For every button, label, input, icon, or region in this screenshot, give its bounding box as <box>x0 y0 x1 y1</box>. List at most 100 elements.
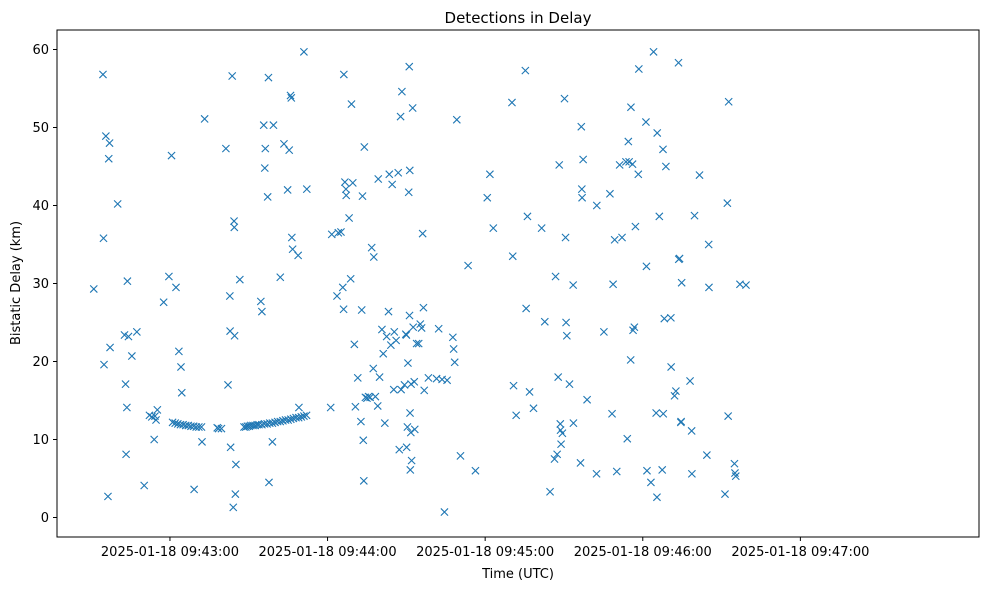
detection-marker <box>631 222 640 231</box>
detection-marker <box>576 458 585 467</box>
x-axis-label: Time (UTC) <box>481 567 554 582</box>
detection-marker <box>299 412 308 421</box>
detection-marker <box>641 118 650 127</box>
detection-marker <box>523 212 532 221</box>
y-tick-label: 0 <box>41 511 49 526</box>
detection-marker <box>489 224 498 233</box>
detection-marker <box>687 469 696 478</box>
detection-marker <box>448 333 457 342</box>
detection-marker <box>375 373 384 382</box>
detection-marker <box>578 193 587 202</box>
detection-marker <box>723 199 732 208</box>
detection-marker <box>152 416 161 424</box>
detection-marker <box>200 114 209 123</box>
detection-marker <box>419 303 428 312</box>
detection-marker <box>400 380 409 389</box>
detection-marker <box>405 311 414 320</box>
detection-marker <box>389 385 398 394</box>
detection-marker <box>507 98 516 107</box>
detection-marker <box>150 435 159 444</box>
y-tick-label: 10 <box>32 433 49 448</box>
x-tick-label: 2025-01-18 09:44:00 <box>259 545 397 560</box>
detection-marker <box>537 224 546 233</box>
y-tick-label: 50 <box>32 121 49 136</box>
detection-marker <box>653 128 662 137</box>
detection-marker <box>350 340 359 349</box>
detection-marker <box>646 478 655 487</box>
detection-marker <box>730 469 739 478</box>
detection-marker <box>285 146 294 155</box>
detection-marker <box>569 281 578 290</box>
detection-marker <box>345 213 354 222</box>
detection-marker <box>409 323 418 332</box>
detection-marker <box>642 466 651 475</box>
detection-marker <box>276 273 285 282</box>
detection-marker <box>731 472 740 481</box>
detection-marker <box>483 193 492 202</box>
detection-marker <box>256 297 265 306</box>
detection-marker <box>89 284 98 293</box>
detection-marker <box>124 332 133 341</box>
detection-marker <box>373 401 382 410</box>
detection-marker <box>99 234 108 243</box>
detection-marker <box>450 358 459 367</box>
y-tick-label: 30 <box>32 277 49 292</box>
detection-marker <box>525 387 534 396</box>
detection-marker <box>177 388 186 397</box>
detection-marker <box>229 503 238 512</box>
detection-marker <box>577 185 586 194</box>
detection-marker <box>100 360 109 369</box>
detection-marker <box>264 478 273 487</box>
detection-marker <box>599 327 608 336</box>
detection-marker <box>546 487 555 496</box>
detection-marker <box>674 58 683 67</box>
detection-marker <box>371 392 380 401</box>
detection-marker <box>226 443 235 452</box>
detection-marker <box>231 490 240 499</box>
detection-marker <box>284 416 293 424</box>
detection-marker <box>556 419 565 428</box>
detection-marker <box>176 362 185 371</box>
detection-marker <box>268 437 277 446</box>
detection-marker <box>230 331 239 340</box>
detection-marker <box>113 199 122 208</box>
y-axis: 0 10 20 30 40 50 60 <box>32 43 57 526</box>
detection-marker <box>658 465 667 474</box>
detection-marker <box>230 217 239 226</box>
detection-marker <box>553 450 562 459</box>
detection-marker <box>269 121 278 130</box>
plot-area <box>56 29 980 538</box>
detection-marker <box>405 62 414 71</box>
detection-marker <box>369 252 378 261</box>
detection-marker <box>106 343 115 352</box>
detection-marker <box>634 65 643 73</box>
chart-title: Detections in Delay <box>445 9 592 27</box>
detection-marker <box>440 508 449 517</box>
detection-marker <box>369 364 378 373</box>
detection-marker <box>690 211 699 220</box>
detection-marker <box>540 317 549 326</box>
detection-marker <box>730 459 739 468</box>
detection-marker <box>408 104 417 112</box>
detection-marker <box>554 373 563 382</box>
detection-marker <box>661 162 670 171</box>
detection-marker <box>605 189 614 198</box>
detection-marker <box>217 424 226 433</box>
detection-marker <box>550 455 559 463</box>
detection-marker <box>326 403 335 412</box>
detection-marker <box>104 154 113 163</box>
detection-marker <box>670 391 679 400</box>
detection-marker <box>583 395 592 404</box>
detection-marker <box>334 228 343 237</box>
detection-marker <box>263 192 272 201</box>
detection-marker <box>294 413 303 422</box>
detection-marker <box>214 424 223 433</box>
detection-marker <box>625 157 634 166</box>
detection-marker <box>434 324 443 333</box>
detection-marker <box>471 466 480 475</box>
detection-marker <box>327 230 336 239</box>
detection-marker <box>294 403 303 412</box>
detection-marker <box>569 419 578 428</box>
detection-marker <box>677 278 686 287</box>
